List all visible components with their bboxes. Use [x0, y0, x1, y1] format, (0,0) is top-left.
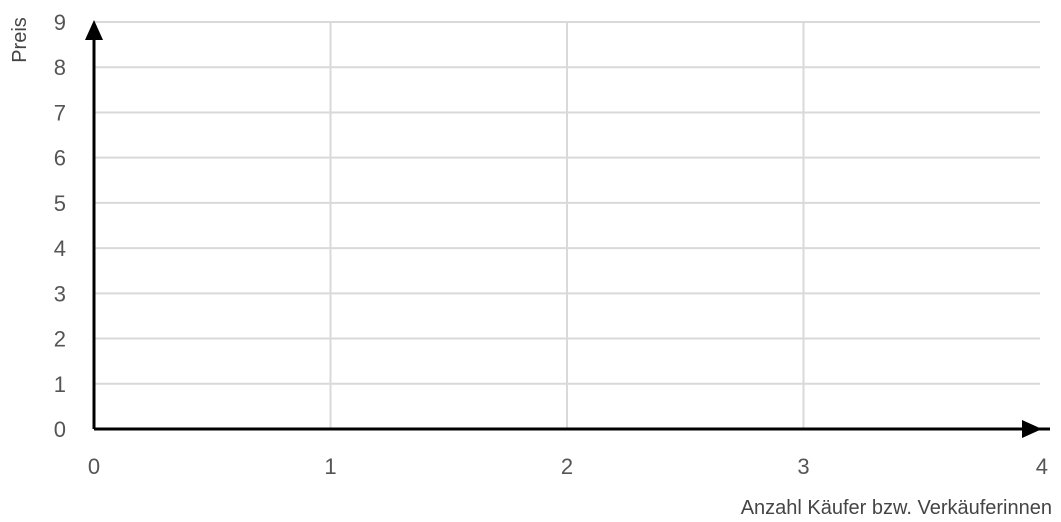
y-tick-label-0: 0 [54, 417, 66, 442]
x-tick-label-1: 1 [324, 454, 336, 479]
tick-labels: 0 1 2 3 4 5 6 7 8 9 0 1 2 3 4 [54, 10, 1048, 479]
y-tick-label-4: 4 [54, 236, 66, 261]
x-tick-label-0: 0 [88, 454, 100, 479]
y-axis-title: Preis [9, 17, 31, 63]
y-tick-label-6: 6 [54, 146, 66, 171]
y-tick-label-9: 9 [54, 10, 66, 35]
grid [94, 21, 1040, 429]
y-tick-label-7: 7 [54, 100, 66, 125]
x-axis-title: Anzahl Käufer bzw. Verkäuferinnen [741, 497, 1052, 519]
y-tick-label-3: 3 [54, 281, 66, 306]
x-tick-label-3: 3 [797, 454, 809, 479]
y-axis-arrow [85, 20, 103, 40]
x-tick-label-4: 4 [1036, 454, 1048, 479]
y-tick-label-1: 1 [54, 372, 66, 397]
y-tick-label-8: 8 [54, 55, 66, 80]
x-tick-label-2: 2 [561, 454, 573, 479]
y-tick-label-2: 2 [54, 327, 66, 352]
y-tick-label-5: 5 [54, 191, 66, 216]
axes [85, 20, 1050, 438]
x-axis-arrow [1022, 420, 1042, 438]
